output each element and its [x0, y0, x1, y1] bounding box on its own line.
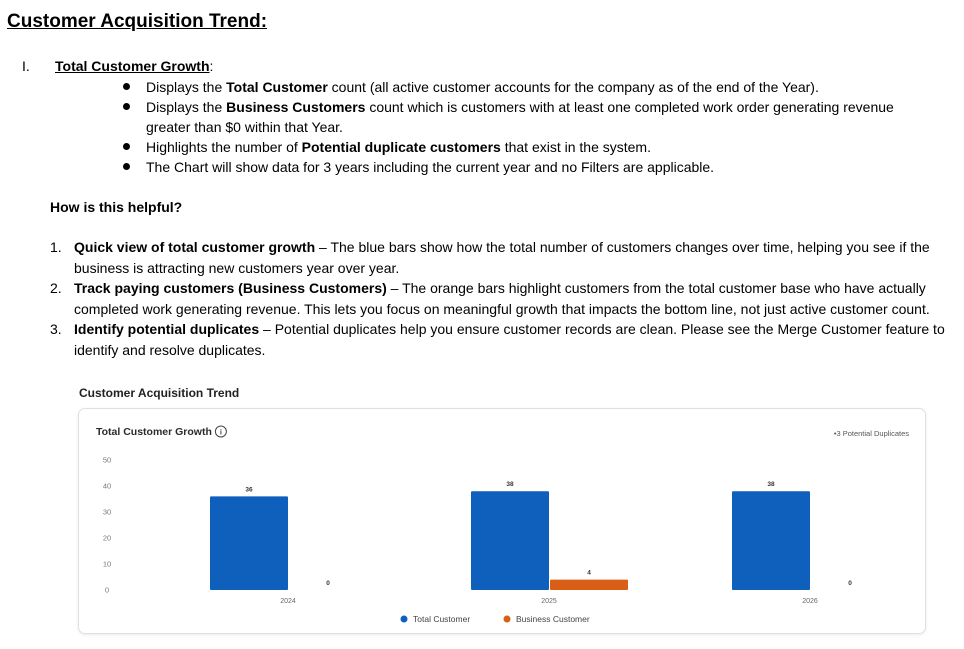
- bullet-item: The Chart will show data for 3 years inc…: [120, 157, 920, 177]
- benefit-number: 3.: [50, 321, 62, 337]
- benefit-text: – The blue bars show how the total numbe…: [74, 239, 930, 276]
- potential-duplicates-note: •3 Potential Duplicates: [834, 429, 909, 438]
- benefit-title: Track paying customers (Business Custome…: [74, 280, 387, 296]
- benefit-number: 1.: [50, 239, 62, 255]
- bar-value-label: 0: [326, 580, 330, 587]
- y-tick-label: 50: [103, 456, 111, 465]
- benefit-list: 1. Quick view of total customer growth – …: [50, 237, 945, 360]
- bar-value-label: 36: [245, 486, 253, 493]
- bullet-bold: Total Customer: [226, 79, 328, 95]
- feature-bullet-list: Displays the Total Customer count (all a…: [120, 77, 920, 177]
- bar-value-label: 0: [848, 580, 852, 587]
- info-circle-icon: [214, 425, 227, 438]
- legend-label: Total Customer: [413, 614, 470, 624]
- chart-card: Total Customer Growth i •3 Potential Dupli…: [78, 408, 926, 634]
- legend-marker-business-customer: [503, 615, 511, 623]
- bullet-text: The Chart will show data for 3 years inc…: [146, 159, 715, 175]
- legend-marker-total-customer: [400, 615, 408, 623]
- benefit-item: 1. Quick view of total customer growth – …: [50, 237, 945, 278]
- bar-total-customer: [471, 491, 549, 590]
- bullet-item: Displays the Business Customers count wh…: [120, 97, 920, 137]
- bar-total-customer: [210, 496, 288, 590]
- y-tick-label: 40: [103, 482, 111, 491]
- bar-total-customer: [732, 491, 810, 590]
- benefit-item: 2. Track paying customers (Business Custo…: [50, 278, 945, 319]
- bullet-bold: Potential duplicate customers: [301, 139, 501, 155]
- y-tick-label: 30: [103, 508, 111, 517]
- benefit-number: 2.: [50, 280, 62, 296]
- chart-title: Total Customer Growth: [96, 426, 212, 438]
- figure-caption: Customer Acquisition Trend: [79, 386, 240, 400]
- bar-value-label: 4: [587, 570, 591, 577]
- benefit-title: Quick view of total customer growth: [74, 239, 316, 255]
- section-heading-text: Total Customer Growth: [55, 58, 210, 74]
- benefit-text: – Potential duplicates help you ensure c…: [74, 321, 945, 358]
- bullet-text: Displays the: [146, 99, 227, 115]
- section-heading-colon: :: [209, 58, 214, 74]
- bullet-text: that exist in the system.: [500, 139, 651, 155]
- benefit-title: Identify potential duplicates: [74, 321, 260, 337]
- section-heading: Total Customer Growth:: [55, 58, 213, 74]
- bullet-bold: Business Customers: [226, 99, 366, 115]
- y-tick-label: 0: [105, 586, 109, 595]
- benefit-text: – The orange bars highlight customers fr…: [74, 280, 930, 317]
- legend-label: Business Customer: [516, 614, 590, 624]
- customer-growth-chart: Total Customer Growth i •3 Potential Dupli…: [96, 425, 909, 624]
- bullet-text: count (all active customer accounts for …: [327, 79, 819, 95]
- helpful-heading: How is this helpful?: [50, 199, 183, 215]
- benefit-item: 3. Identify potential duplicates – Potent…: [50, 319, 945, 360]
- x-tick-label: 2026: [802, 598, 818, 605]
- bar-value-label: 38: [767, 481, 775, 488]
- bullet-item: Displays the Total Customer count (all a…: [120, 77, 920, 97]
- document-title: Customer Acquisition Trend:: [7, 11, 268, 32]
- bullet-text: Displays the: [146, 79, 227, 95]
- x-tick-label: 2025: [541, 598, 557, 605]
- bar-value-label: 38: [506, 481, 514, 488]
- x-tick-label: 2024: [280, 598, 296, 605]
- info-icon-glyph: i: [220, 428, 222, 437]
- y-tick-label: 10: [103, 560, 111, 569]
- bullet-text: count which is customers with at least o…: [146, 99, 894, 135]
- bullet-text: Highlights the number of: [146, 139, 302, 155]
- y-tick-label: 20: [103, 534, 111, 543]
- bar-business-customer: [550, 579, 628, 590]
- bullet-item: Highlights the number of Potential dupli…: [120, 137, 920, 157]
- section-number: I.: [22, 58, 30, 74]
